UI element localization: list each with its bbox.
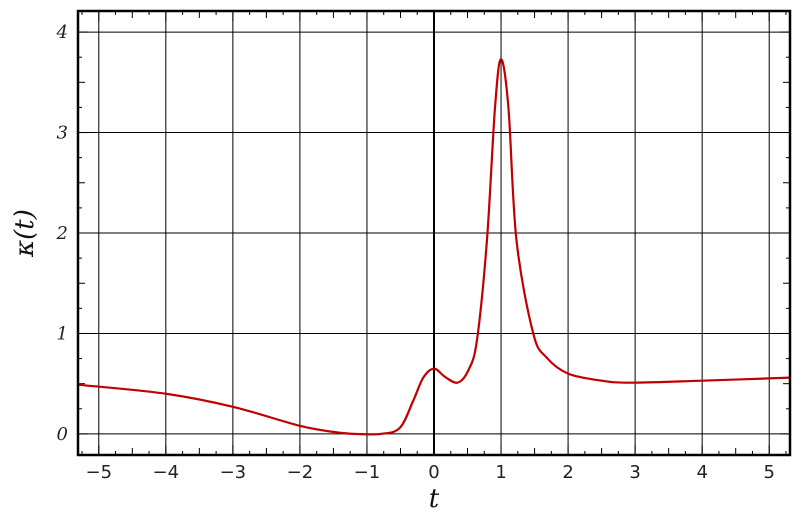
x-tick-label: −5 xyxy=(86,462,113,483)
x-tick-label: 4 xyxy=(696,462,707,483)
x-tick-label: 3 xyxy=(629,462,640,483)
x-axis-label: t xyxy=(429,484,440,512)
x-tick-label: 1 xyxy=(495,462,506,483)
y-tick-label: 4 xyxy=(56,22,68,43)
y-tick-label: 2 xyxy=(56,223,68,244)
y-tick-label: 1 xyxy=(57,323,68,344)
grid xyxy=(78,11,790,455)
x-tick-label: −4 xyxy=(153,462,180,483)
x-tick-label: −2 xyxy=(287,462,314,483)
x-tick-label: 5 xyxy=(763,462,774,483)
x-tick-label: −1 xyxy=(354,462,381,483)
y-axis-label: κ(t) xyxy=(10,209,40,258)
plot-frame xyxy=(76,9,792,457)
y-tick-label: 0 xyxy=(57,424,68,445)
tick-labels: −5 −4 −3 −2 −1 0 1 2 3 4 5 0 1 2 3 4 xyxy=(56,22,775,483)
y-tick-label: 3 xyxy=(57,123,68,144)
x-tick-label: 2 xyxy=(562,462,573,483)
x-tick-label: −3 xyxy=(220,462,247,483)
x-tick-label: 0 xyxy=(428,462,439,483)
series-line xyxy=(77,58,791,436)
